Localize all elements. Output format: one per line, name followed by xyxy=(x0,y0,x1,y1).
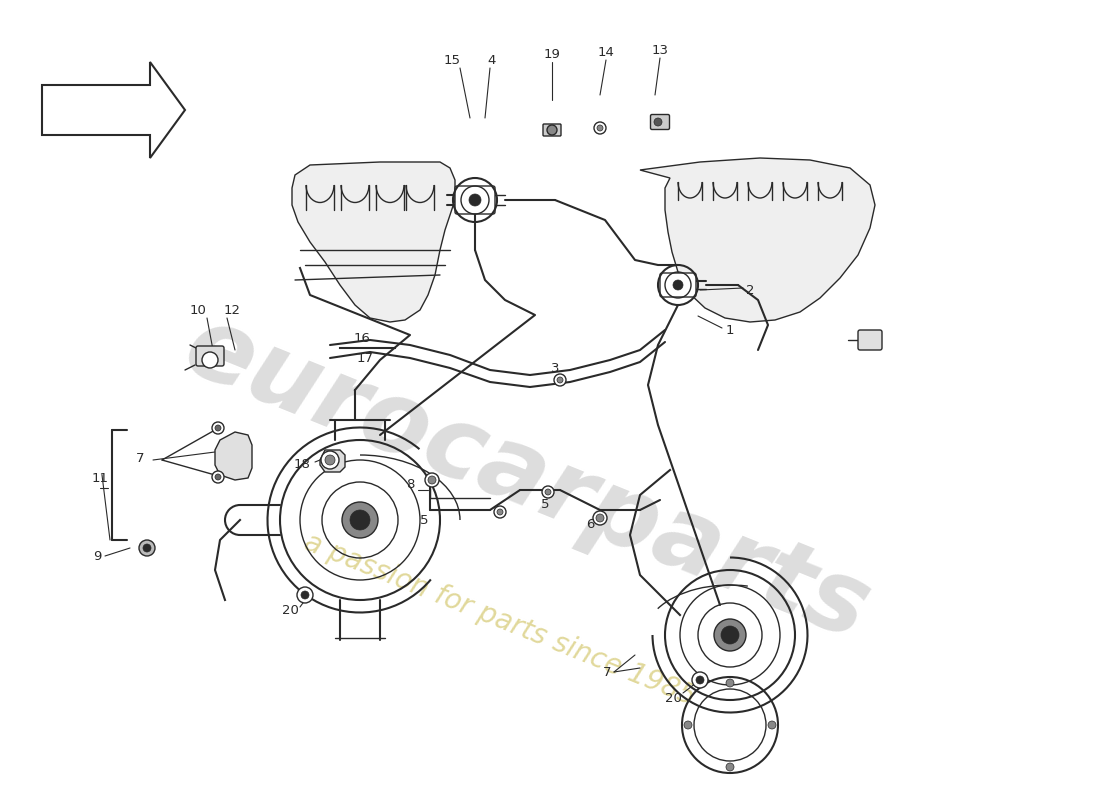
Circle shape xyxy=(428,476,436,484)
Circle shape xyxy=(214,425,221,431)
Text: a passion for parts since 1985: a passion for parts since 1985 xyxy=(300,529,700,711)
Circle shape xyxy=(321,451,339,469)
Text: 5: 5 xyxy=(541,498,549,510)
Text: 18: 18 xyxy=(294,458,310,471)
Polygon shape xyxy=(214,432,252,480)
Text: 10: 10 xyxy=(189,303,207,317)
Circle shape xyxy=(726,763,734,771)
Circle shape xyxy=(596,514,604,522)
FancyBboxPatch shape xyxy=(650,114,670,130)
Circle shape xyxy=(425,473,439,487)
Circle shape xyxy=(673,280,683,290)
Circle shape xyxy=(597,125,603,131)
Polygon shape xyxy=(640,158,874,322)
Text: 17: 17 xyxy=(356,351,374,365)
Circle shape xyxy=(342,502,378,538)
Circle shape xyxy=(350,510,370,530)
Circle shape xyxy=(593,511,607,525)
Circle shape xyxy=(594,122,606,134)
FancyBboxPatch shape xyxy=(543,124,561,136)
Text: 1: 1 xyxy=(726,323,735,337)
Text: 11: 11 xyxy=(91,471,109,485)
Circle shape xyxy=(469,194,481,206)
Circle shape xyxy=(301,591,309,599)
Polygon shape xyxy=(292,162,455,322)
Circle shape xyxy=(494,506,506,518)
Circle shape xyxy=(212,471,224,483)
FancyBboxPatch shape xyxy=(196,346,224,366)
Circle shape xyxy=(696,676,704,684)
Circle shape xyxy=(692,672,708,688)
Circle shape xyxy=(714,619,746,651)
FancyBboxPatch shape xyxy=(858,330,882,350)
Circle shape xyxy=(554,374,566,386)
Polygon shape xyxy=(320,450,345,472)
Circle shape xyxy=(654,118,662,126)
Circle shape xyxy=(557,377,563,383)
Circle shape xyxy=(143,544,151,552)
Circle shape xyxy=(212,422,224,434)
Circle shape xyxy=(544,489,551,495)
Text: eurocarparts: eurocarparts xyxy=(170,298,882,662)
Circle shape xyxy=(202,352,218,368)
Text: 12: 12 xyxy=(223,303,241,317)
Polygon shape xyxy=(42,62,185,158)
Text: 14: 14 xyxy=(597,46,615,58)
Text: 8: 8 xyxy=(406,478,415,491)
Circle shape xyxy=(768,721,776,729)
Circle shape xyxy=(684,721,692,729)
Text: 7: 7 xyxy=(603,666,612,678)
FancyBboxPatch shape xyxy=(455,186,495,214)
Text: 13: 13 xyxy=(651,43,669,57)
Text: 3: 3 xyxy=(551,362,559,374)
FancyBboxPatch shape xyxy=(660,273,696,297)
Text: 16: 16 xyxy=(353,331,371,345)
Text: 6: 6 xyxy=(586,518,594,531)
Text: 7: 7 xyxy=(135,451,144,465)
Circle shape xyxy=(547,125,557,135)
Text: 20: 20 xyxy=(282,603,298,617)
Text: 2: 2 xyxy=(746,283,755,297)
Circle shape xyxy=(726,679,734,687)
Circle shape xyxy=(497,509,503,515)
Text: 15: 15 xyxy=(443,54,461,66)
Circle shape xyxy=(324,455,336,465)
Text: 5: 5 xyxy=(420,514,428,526)
Circle shape xyxy=(139,540,155,556)
Circle shape xyxy=(542,486,554,498)
Text: 9: 9 xyxy=(92,550,101,562)
Circle shape xyxy=(720,626,739,644)
Circle shape xyxy=(214,474,221,480)
Text: 20: 20 xyxy=(664,691,681,705)
Text: 4: 4 xyxy=(487,54,496,66)
Circle shape xyxy=(297,587,313,603)
Text: 19: 19 xyxy=(543,47,560,61)
